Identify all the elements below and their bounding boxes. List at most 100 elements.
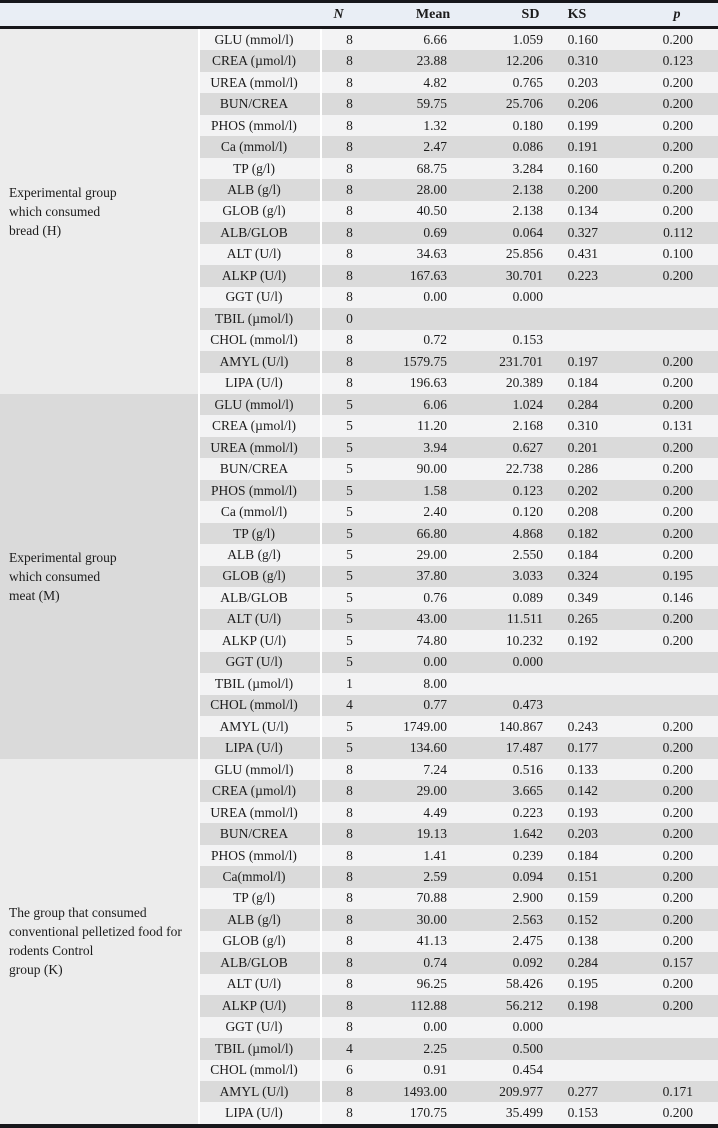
cell-sd: 0.000	[453, 1016, 548, 1039]
cell-ks	[548, 1059, 613, 1081]
cell-parameter: AMYL (U/l)	[200, 1080, 322, 1103]
cell-parameter: ALT (U/l)	[200, 608, 322, 631]
cell-n: 8	[322, 1016, 385, 1039]
table-row: TP (g/l) 8 70.88 2.900 0.159 0.200	[0, 887, 718, 910]
cell-sd: 0.627	[453, 436, 548, 459]
cell-ks	[548, 329, 613, 352]
cell-mean: 1.58	[385, 479, 453, 502]
cell-ks: 0.159	[548, 887, 613, 910]
cell-sd: 2.475	[453, 930, 548, 953]
cell-ks	[548, 1038, 613, 1060]
cell-sd	[453, 308, 548, 330]
cell-n: 8	[322, 780, 385, 802]
cell-mean: 43.00	[385, 608, 453, 631]
cell-mean: 4.82	[385, 71, 453, 94]
cell-mean: 1.32	[385, 114, 453, 137]
group-label: Experimental group which consumed meat (…	[0, 393, 200, 759]
cell-ks: 0.184	[548, 372, 613, 394]
cell-sd: 30.701	[453, 265, 548, 287]
cell-mean: 2.40	[385, 501, 453, 523]
cell-parameter: CHOL (mmol/l)	[200, 1059, 322, 1081]
table-row: GGT (U/l) 8 0.00 0.000	[0, 1016, 718, 1039]
cell-mean: 68.75	[385, 157, 453, 180]
cell-parameter: TP (g/l)	[200, 522, 322, 545]
cell-mean: 96.25	[385, 973, 453, 996]
cell-sd: 0.000	[453, 651, 548, 674]
cell-p: 0.200	[613, 93, 718, 115]
cell-parameter: PHOS (mmol/l)	[200, 844, 322, 867]
cell-p: 0.200	[613, 930, 718, 953]
cell-p: 0.200	[613, 630, 718, 652]
cell-n: 8	[322, 909, 385, 931]
cell-parameter: UREA (mmol/l)	[200, 71, 322, 94]
cell-mean: 66.80	[385, 522, 453, 545]
cell-n: 8	[322, 286, 385, 309]
cell-parameter: AMYL (U/l)	[200, 716, 322, 738]
cell-n: 4	[322, 1038, 385, 1060]
cell-n: 5	[322, 565, 385, 588]
cell-p: 0.200	[613, 29, 718, 51]
cell-sd: 25.706	[453, 93, 548, 115]
cell-parameter: AMYL (U/l)	[200, 351, 322, 373]
cell-ks: 0.200	[548, 179, 613, 201]
cell-sd: 0.153	[453, 329, 548, 352]
table-row: CHOL (mmol/l) 8 0.72 0.153	[0, 329, 718, 352]
cell-ks: 0.142	[548, 780, 613, 802]
cell-p: 0.200	[613, 844, 718, 867]
cell-sd: 4.868	[453, 522, 548, 545]
cell-mean: 6.66	[385, 29, 453, 51]
cell-n: 1	[322, 673, 385, 695]
table-row: CREA (µmol/l) 8 29.00 3.665 0.142 0.200	[0, 780, 718, 802]
cell-ks: 0.202	[548, 479, 613, 502]
col-header-p: p	[613, 3, 718, 29]
cell-n: 8	[322, 179, 385, 201]
cell-p	[613, 673, 718, 695]
cell-n: 4	[322, 694, 385, 716]
cell-sd: 12.206	[453, 50, 548, 72]
cell-parameter: ALKP (U/l)	[200, 995, 322, 1017]
cell-mean: 0.00	[385, 651, 453, 674]
cell-ks	[548, 651, 613, 674]
cell-p: 0.200	[613, 179, 718, 201]
cell-p: 0.200	[613, 995, 718, 1017]
cell-n: 8	[322, 887, 385, 910]
cell-parameter: GLOB (g/l)	[200, 200, 322, 223]
cell-ks: 0.197	[548, 351, 613, 373]
cell-ks: 0.133	[548, 758, 613, 781]
cell-p: 0.200	[613, 801, 718, 824]
cell-sd: 58.426	[453, 973, 548, 996]
cell-p: 0.200	[613, 608, 718, 631]
cell-sd	[453, 673, 548, 695]
cell-sd: 0.120	[453, 501, 548, 523]
cell-mean	[385, 308, 453, 330]
cell-parameter: ALKP (U/l)	[200, 265, 322, 287]
cell-n: 8	[322, 243, 385, 266]
cell-parameter: PHOS (mmol/l)	[200, 114, 322, 137]
cell-sd: 25.856	[453, 243, 548, 266]
cell-p: 0.200	[613, 522, 718, 545]
cell-n: 8	[322, 758, 385, 781]
cell-parameter: LIPA (U/l)	[200, 372, 322, 394]
cell-mean: 70.88	[385, 887, 453, 910]
cell-n: 5	[322, 716, 385, 738]
table-row: ALT (U/l) 8 34.63 25.856 0.431 0.100	[0, 243, 718, 266]
table-row: Experimental group which consumed meat (…	[0, 393, 718, 759]
cell-p: 0.200	[613, 351, 718, 373]
cell-ks: 0.327	[548, 222, 613, 244]
cell-sd: 35.499	[453, 1102, 548, 1124]
table-row: TP (g/l) 5 66.80 4.868 0.182 0.200	[0, 522, 718, 545]
cell-n: 5	[322, 436, 385, 459]
col-header-ks: KS	[548, 3, 613, 29]
cell-p: 0.100	[613, 243, 718, 266]
cell-sd: 1.024	[453, 393, 548, 416]
cell-ks: 0.134	[548, 200, 613, 223]
cell-sd: 17.487	[453, 737, 548, 759]
cell-p: 0.200	[613, 737, 718, 759]
cell-ks: 0.192	[548, 630, 613, 652]
cell-mean: 0.76	[385, 587, 453, 609]
cell-parameter: GGT (U/l)	[200, 1016, 322, 1039]
stats-table: N Mean SD KS p Experimental group which …	[0, 3, 718, 1124]
cell-ks: 0.265	[548, 608, 613, 631]
cell-p	[613, 1016, 718, 1039]
cell-parameter: CHOL (mmol/l)	[200, 329, 322, 352]
